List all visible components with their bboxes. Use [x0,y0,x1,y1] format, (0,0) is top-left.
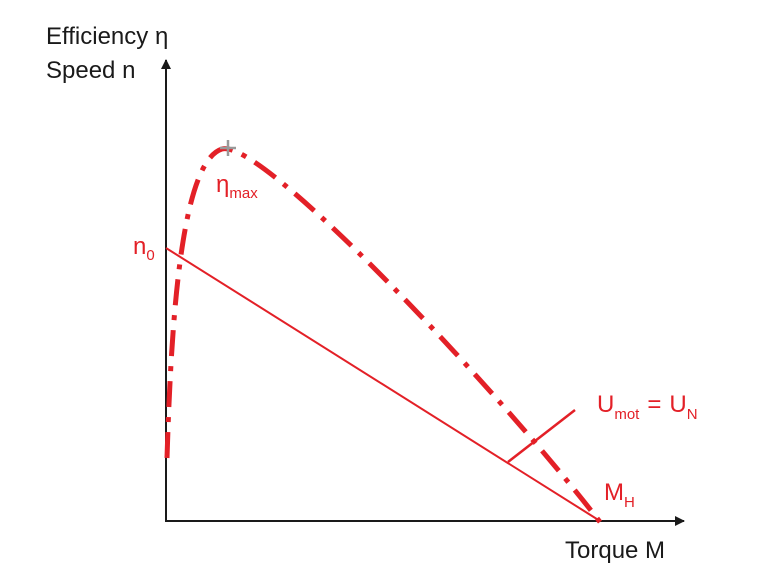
label-sub: 0 [146,247,154,264]
mh-label: MH [604,479,635,511]
speed-line [165,247,601,522]
x-axis-label: Torque M [565,537,665,564]
n0-label: n0 [133,233,155,264]
y-axis-label: Efficiency η [46,23,168,50]
voltage-pointer [507,409,576,463]
label-main: η [216,171,229,198]
efficiency-curve [164,146,602,524]
label-main: U [669,391,686,418]
label-sub: H [624,494,635,511]
label-main: n [133,233,146,260]
label-sub: mot [614,406,640,423]
peak-marker [220,140,236,156]
label-sub: N [687,406,698,423]
label-sub: max [229,185,258,202]
eta-max-label: ηmax [216,171,258,202]
voltage-label: Umot = UN [597,391,698,423]
label-main: M [604,479,624,506]
label-equals: = [647,391,661,418]
label-main: U [597,391,614,418]
y-axis-label: Speed n [46,57,135,84]
